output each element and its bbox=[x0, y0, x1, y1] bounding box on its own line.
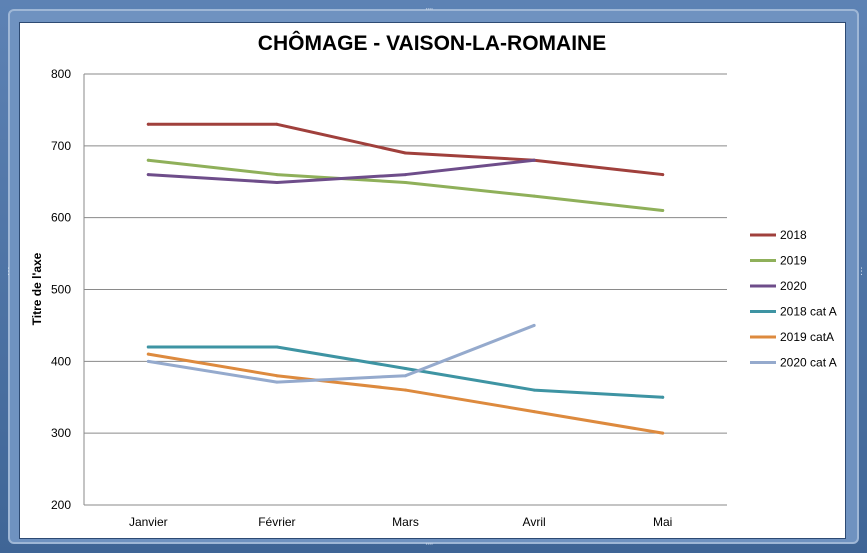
x-tick-label: Janvier bbox=[129, 515, 168, 529]
legend-label: 2018 bbox=[780, 228, 807, 242]
legend-label: 2019 catA bbox=[780, 330, 834, 344]
data-point[interactable] bbox=[532, 388, 536, 392]
data-point[interactable] bbox=[532, 194, 536, 198]
series-line-1[interactable] bbox=[146, 158, 665, 212]
y-tick-label: 800 bbox=[51, 67, 71, 81]
data-point[interactable] bbox=[275, 122, 279, 126]
data-point[interactable] bbox=[404, 151, 407, 155]
data-point[interactable] bbox=[146, 158, 150, 162]
data-point[interactable] bbox=[661, 173, 665, 177]
data-point[interactable] bbox=[146, 352, 150, 356]
data-point[interactable] bbox=[404, 173, 407, 177]
x-tick-label: Mai bbox=[653, 515, 672, 529]
x-tick-label: Avril bbox=[523, 515, 546, 529]
top-resize-handle[interactable]: ···· bbox=[425, 5, 434, 15]
data-point[interactable] bbox=[532, 323, 536, 327]
series-line-0[interactable] bbox=[146, 122, 665, 177]
gridlines bbox=[84, 73, 727, 434]
data-point[interactable] bbox=[275, 173, 279, 177]
legend-label: 2020 bbox=[780, 279, 807, 293]
y-tick-label: 200 bbox=[51, 498, 71, 512]
x-tick-label: Février bbox=[258, 515, 295, 529]
y-tick-label: 300 bbox=[51, 426, 71, 440]
series-line-2[interactable] bbox=[146, 158, 536, 184]
chart-title: CHÔMAGE - VAISON-LA-ROMAINE bbox=[258, 31, 606, 55]
data-point[interactable] bbox=[146, 345, 150, 349]
data-point[interactable] bbox=[275, 380, 279, 384]
y-tick-label: 700 bbox=[51, 139, 71, 153]
data-point[interactable] bbox=[146, 173, 150, 177]
y-tick-label: 600 bbox=[51, 211, 71, 225]
legend: 2018 2019 2020 2018 cat A 2019 catA 2020 cat … bbox=[750, 228, 837, 370]
y-tick-label: 400 bbox=[51, 354, 71, 368]
right-resize-handle[interactable]: ⋮ bbox=[857, 267, 866, 277]
data-point[interactable] bbox=[532, 410, 536, 414]
data-point[interactable] bbox=[661, 395, 665, 399]
axes: 200 300 400 500 600 700 800 Janvier Février Mars A… bbox=[51, 67, 727, 529]
y-axis-label: Titre de l'axe bbox=[30, 252, 44, 325]
data-point[interactable] bbox=[661, 208, 665, 212]
data-point[interactable] bbox=[404, 180, 407, 184]
legend-label: 2019 bbox=[780, 254, 807, 268]
bottom-resize-handle[interactable]: ···· bbox=[425, 540, 434, 550]
data-point[interactable] bbox=[275, 180, 279, 184]
y-tick-label: 500 bbox=[51, 283, 71, 297]
data-point[interactable] bbox=[275, 345, 279, 349]
data-point[interactable] bbox=[532, 158, 536, 162]
data-point[interactable] bbox=[404, 367, 407, 371]
legend-label: 2020 cat A bbox=[780, 356, 837, 370]
data-point[interactable] bbox=[404, 374, 407, 378]
series-lines bbox=[146, 122, 665, 435]
chart-area[interactable] bbox=[19, 22, 846, 539]
data-point[interactable] bbox=[275, 374, 279, 378]
left-resize-handle[interactable]: ⋮ bbox=[4, 267, 13, 277]
data-point[interactable] bbox=[146, 359, 150, 363]
data-point[interactable] bbox=[404, 388, 407, 392]
series-line-5[interactable] bbox=[146, 323, 536, 384]
legend-label: 2018 cat A bbox=[780, 305, 837, 319]
data-point[interactable] bbox=[661, 431, 665, 435]
data-point[interactable] bbox=[146, 122, 150, 126]
x-tick-label: Mars bbox=[392, 515, 419, 529]
